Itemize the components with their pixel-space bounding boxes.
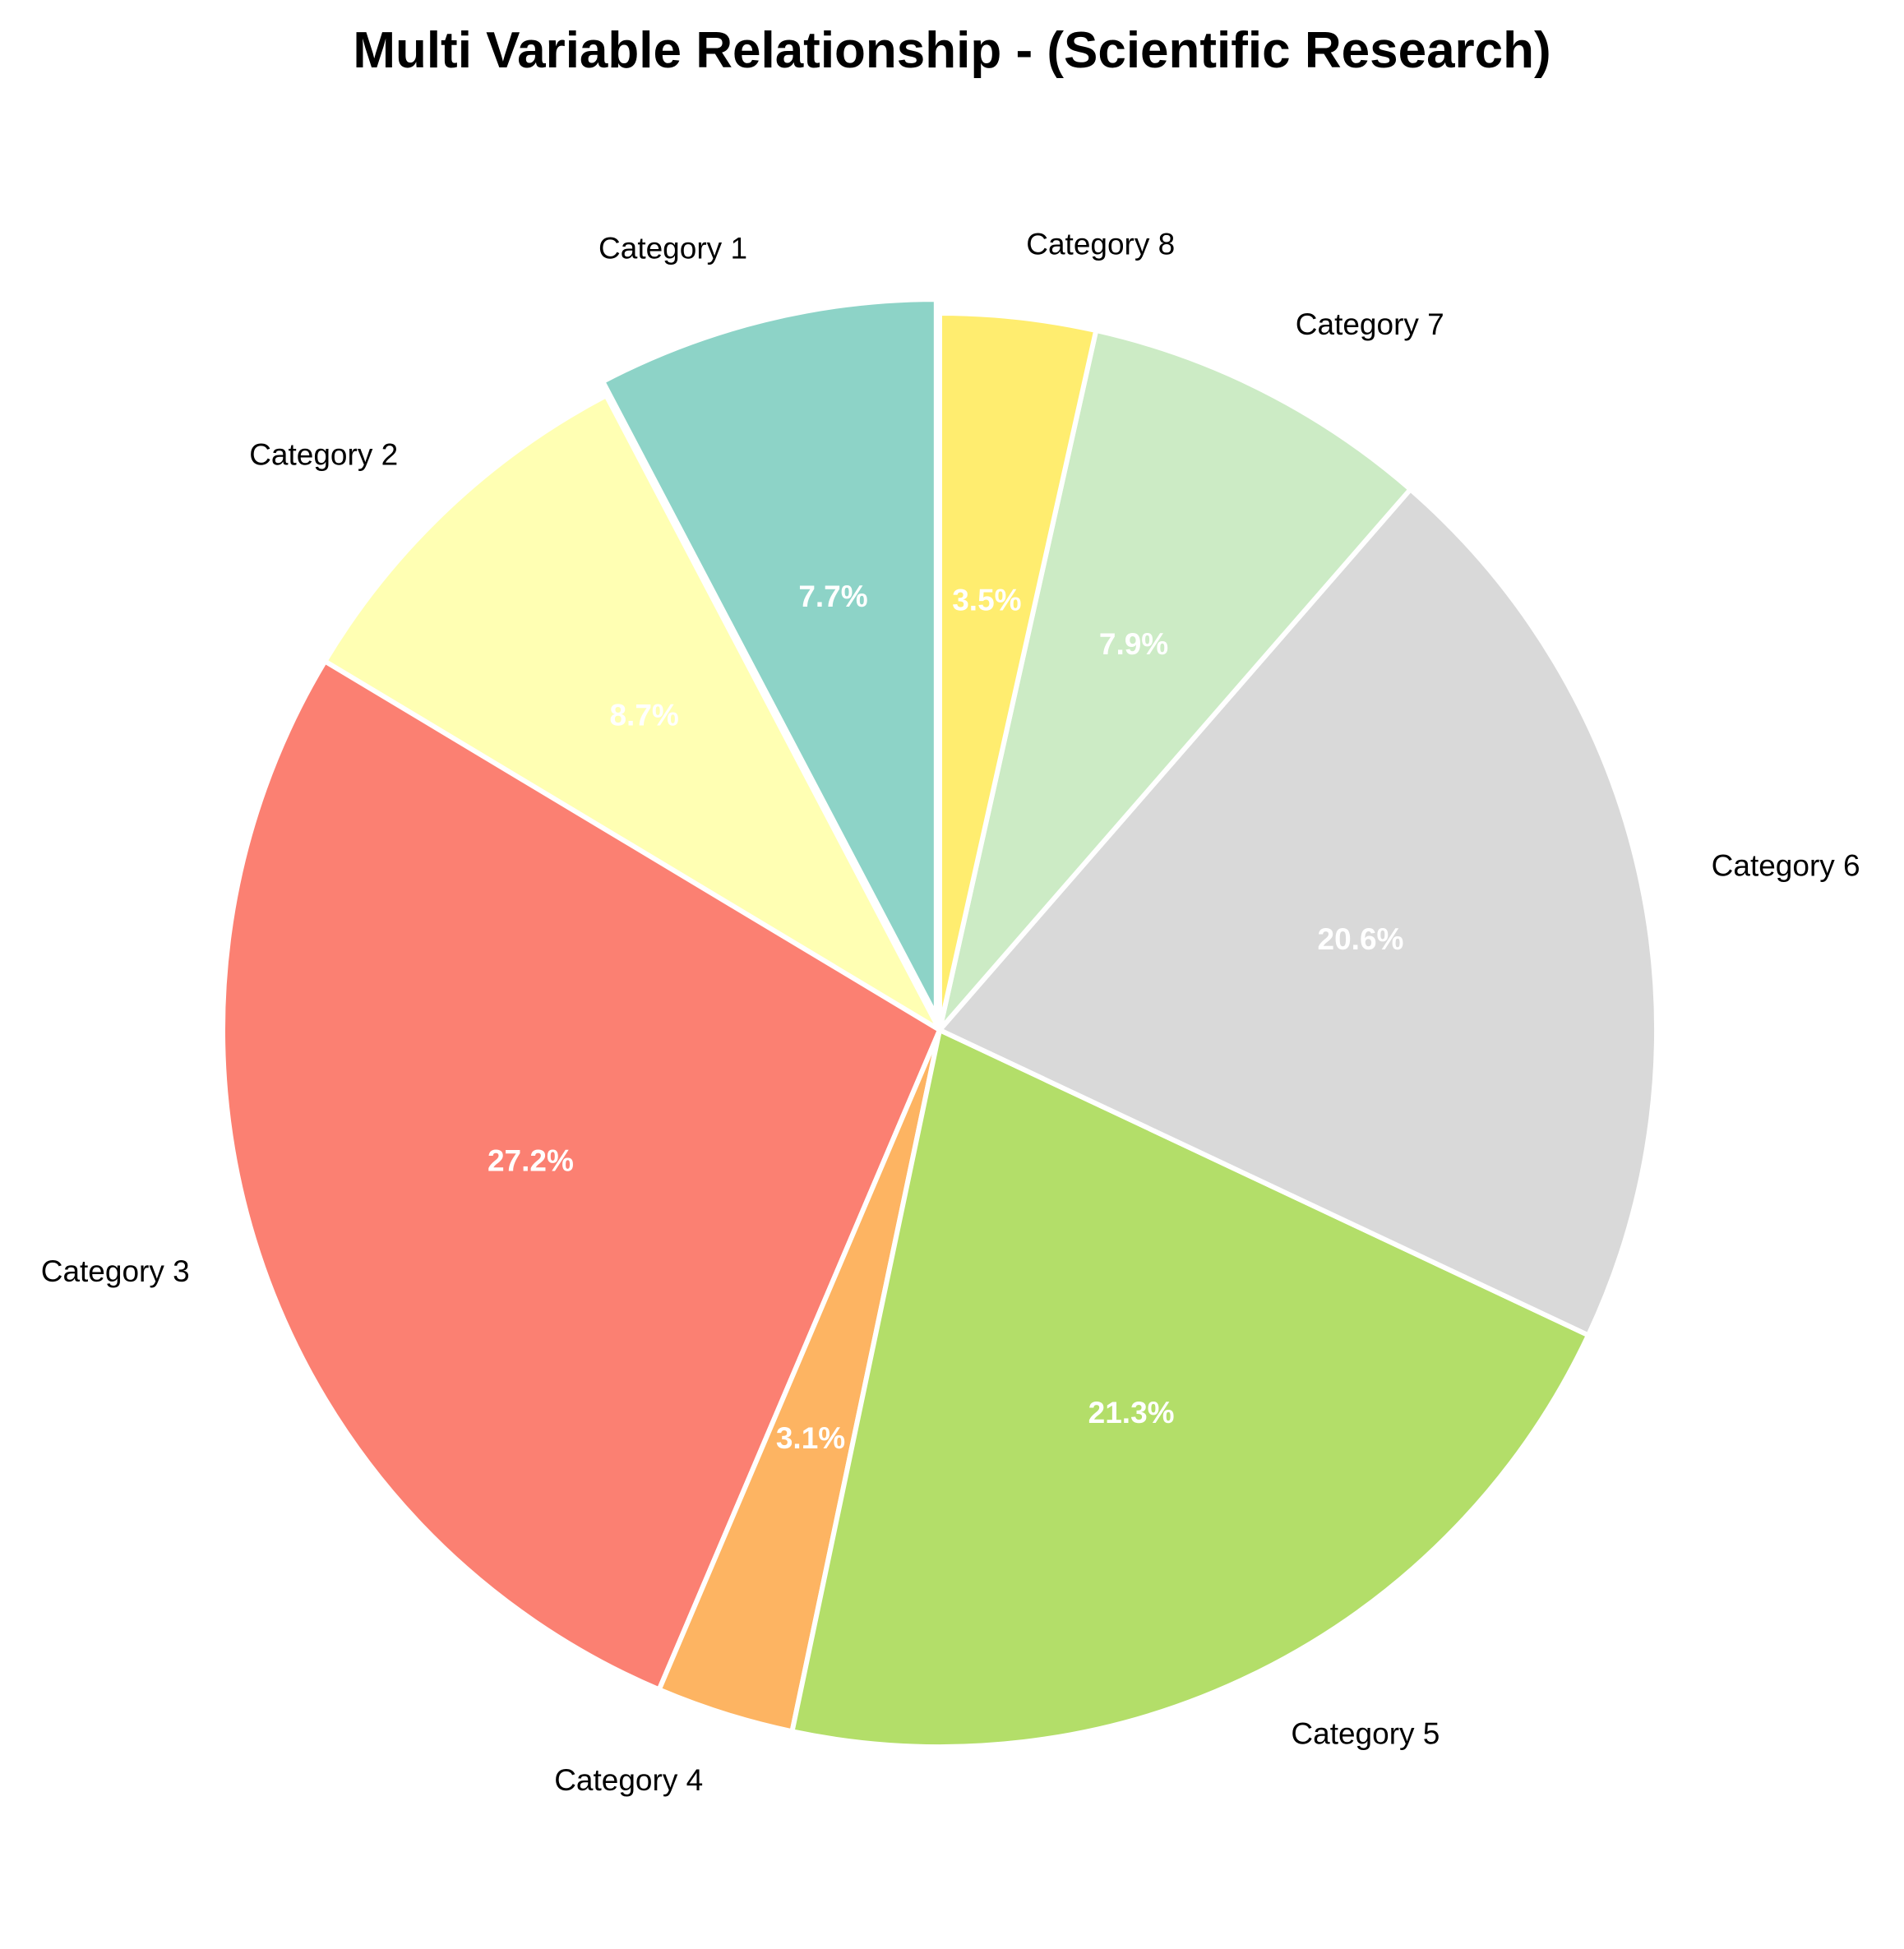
percentage-label-category-3: 27.2% — [488, 1143, 574, 1177]
slice-category-3 — [220, 658, 942, 1693]
pie-slices — [220, 297, 1659, 1749]
category-label-category-7: Category 7 — [1296, 307, 1444, 341]
percentage-label-category-8: 3.5% — [952, 584, 1021, 617]
category-label-category-3: Category 3 — [41, 1254, 190, 1288]
chart-title: Multi Variable Relationship - (Scientifi… — [353, 22, 1550, 79]
slice-category-6 — [937, 487, 1659, 1338]
category-labels: Category 1 Category 2 Category 3 Category 4… — [41, 227, 1860, 1796]
percentage-label-category-1: 7.7% — [798, 580, 867, 613]
percentage-label-category-2: 8.7% — [609, 699, 678, 732]
slice-category-5 — [789, 1028, 1592, 1749]
percentage-label-category-6: 20.6% — [1318, 922, 1404, 956]
slice-category-1 — [600, 297, 939, 1019]
percentage-label-category-7: 7.9% — [1099, 627, 1168, 661]
slice-category-2 — [322, 393, 942, 1032]
percentage-label-category-4: 3.1% — [776, 1421, 845, 1455]
category-label-category-8: Category 8 — [1026, 227, 1175, 261]
category-label-category-4: Category 4 — [554, 1763, 703, 1797]
category-label-category-1: Category 1 — [598, 232, 747, 266]
category-label-category-5: Category 5 — [1291, 1717, 1440, 1751]
category-label-category-2: Category 2 — [249, 438, 398, 472]
slice-category-8 — [937, 311, 1099, 1032]
percentage-label-category-5: 21.3% — [1088, 1396, 1175, 1429]
category-label-category-6: Category 6 — [1712, 848, 1860, 882]
percentage-labels: 7.7% 8.7% 27.2% 3.1% 21.3% 20.6% 7.9% 3.5% — [488, 580, 1404, 1455]
